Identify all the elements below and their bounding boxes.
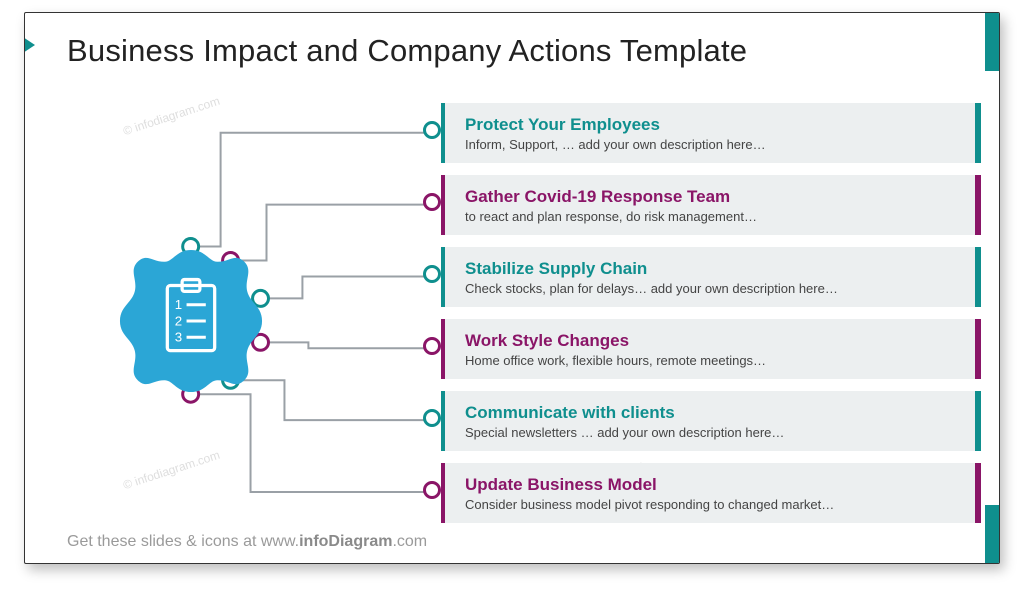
svg-text:2: 2 [175,313,182,328]
action-title: Protect Your Employees [465,114,975,135]
connector-ring-icon [423,337,441,355]
central-badge: 1 2 3 [117,247,265,395]
action-bar: Communicate with clients Special newslett… [441,391,981,451]
action-desc: Check stocks, plan for delays… add your … [465,281,975,296]
action-desc: to react and plan response, do risk mana… [465,209,975,224]
action-desc: Home office work, flexible hours, remote… [465,353,975,368]
slide-title: Business Impact and Company Actions Temp… [67,33,747,69]
footer-prefix: Get these slides & icons at www. [67,533,299,550]
action-bar: Protect Your Employees Inform, Support, …… [441,103,981,163]
accent-bottom-right [985,505,999,563]
action-title: Work Style Changes [465,330,975,351]
connector-ring-icon [423,265,441,283]
svg-text:1: 1 [175,297,182,312]
action-bar: Gather Covid-19 Response Team to react an… [441,175,981,235]
watermark: © infodiagram.com [121,94,221,138]
action-desc: Consider business model pivot responding… [465,497,975,512]
footer-attribution: Get these slides & icons at www.infoDiag… [67,533,427,551]
action-title: Gather Covid-19 Response Team [465,186,975,207]
action-title: Stabilize Supply Chain [465,258,975,279]
action-title: Communicate with clients [465,402,975,423]
action-bar: Work Style Changes Home office work, flex… [441,319,981,379]
connector-ring-icon [423,481,441,499]
action-bar: Update Business Model Consider business m… [441,463,981,523]
action-bar: Stabilize Supply Chain Check stocks, plan… [441,247,981,307]
watermark: © infodiagram.com [121,448,221,492]
accent-top-right [985,13,999,71]
slide-frame: Business Impact and Company Actions Temp… [24,12,1000,564]
svg-text:3: 3 [175,330,182,345]
action-desc: Special newsletters … add your own descr… [465,425,975,440]
accent-pointer-left [24,37,35,53]
connector-ring-icon [423,193,441,211]
connector-ring-icon [423,409,441,427]
clipboard-list-icon: 1 2 3 [117,247,265,395]
action-title: Update Business Model [465,474,975,495]
footer-bold: infoDiagram [299,533,392,550]
connector-ring-icon [423,121,441,139]
action-desc: Inform, Support, … add your own descript… [465,137,975,152]
footer-suffix: .com [392,533,427,550]
